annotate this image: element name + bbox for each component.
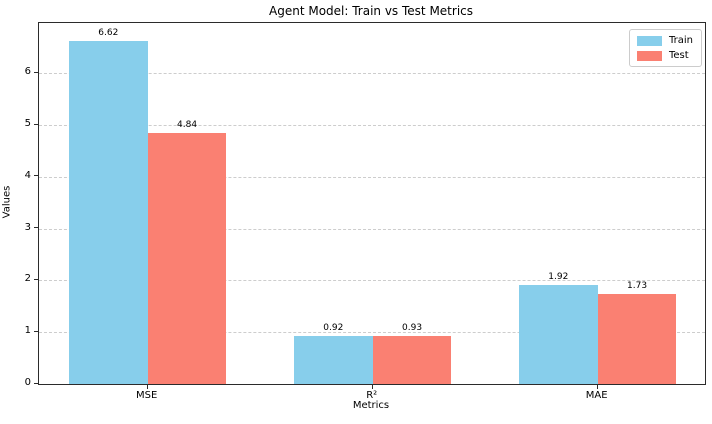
legend-label-train: Train <box>669 35 693 46</box>
bar-value-train-R²: 0.92 <box>323 323 344 334</box>
gridline-y1 <box>39 332 705 334</box>
x-tick-label-MAE: MAE <box>585 390 608 401</box>
y-tick-mark-4 <box>34 175 38 177</box>
plot-area: Train Test 6.62 0.92 1.92 4.84 0.93 1.73 <box>38 22 706 385</box>
bar-value-test-MAE: 1.73 <box>627 281 648 292</box>
bar-value-test-MSE: 4.84 <box>177 120 198 131</box>
gridline-y3 <box>39 228 705 230</box>
legend-entry-test: Test <box>637 50 693 61</box>
x-axis-label: Metrics <box>352 400 390 411</box>
x-tick-mark-R² <box>371 385 373 389</box>
legend-swatch-train <box>637 35 662 46</box>
y-tick-mark-3 <box>34 227 38 229</box>
gridline-y2 <box>39 280 705 282</box>
y-tick-label-3: 3 <box>24 221 31 233</box>
bar-train-R² <box>293 336 373 384</box>
bar-value-train-MSE: 6.62 <box>98 28 119 39</box>
y-tick-mark-5 <box>34 123 38 125</box>
x-tick-label-R²: R² <box>366 390 378 401</box>
gridline-y4 <box>39 176 705 178</box>
y-tick-label-4: 4 <box>24 169 31 181</box>
y-tick-mark-2 <box>34 278 38 280</box>
y-tick-label-0: 0 <box>24 377 31 388</box>
bar-train-MSE <box>68 41 148 384</box>
y-tick-mark-1 <box>34 330 38 332</box>
bar-test-R² <box>372 335 452 384</box>
x-tick-mark-MSE <box>146 385 148 389</box>
legend-swatch-test <box>637 50 662 61</box>
bar-value-test-R²: 0.93 <box>402 322 423 333</box>
bar-test-MAE <box>597 294 677 384</box>
gridline-y6 <box>39 73 705 75</box>
y-tick-label-2: 2 <box>24 273 31 285</box>
y-tick-label-6: 6 <box>24 66 31 78</box>
gridline-y5 <box>39 125 705 127</box>
y-tick-mark-6 <box>34 71 38 73</box>
legend-entry-train: Train <box>637 35 693 46</box>
x-tick-label-MSE: MSE <box>136 390 158 401</box>
bar-value-train-MAE: 1.92 <box>548 271 569 282</box>
y-tick-mark-0 <box>34 382 38 384</box>
y-tick-label-1: 1 <box>24 325 31 337</box>
legend: Train Test <box>629 29 702 67</box>
y-axis-label: Values <box>1 185 13 219</box>
x-tick-mark-MAE <box>596 385 598 389</box>
bar-test-MSE <box>147 133 227 384</box>
chart-title: Agent Model: Train vs Test Metrics <box>269 4 473 18</box>
y-tick-label-5: 5 <box>24 118 31 130</box>
legend-label-test: Test <box>669 50 689 61</box>
bar-train-MAE <box>518 284 598 384</box>
